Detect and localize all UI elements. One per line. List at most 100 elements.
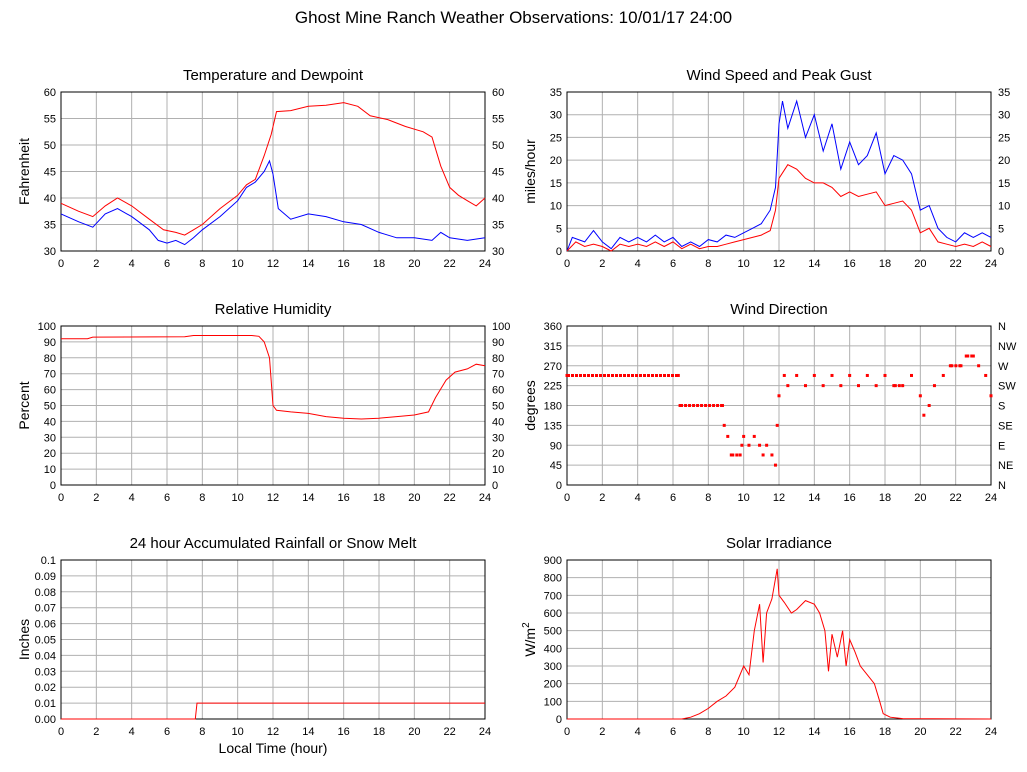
dir-point (726, 434, 730, 438)
wind-ytick-right-label: 30 (998, 110, 1010, 122)
dir-xtick-label: 24 (985, 492, 997, 504)
temp-ytick-label: 60 (44, 87, 56, 99)
rh-xtick-label: 16 (338, 492, 350, 504)
temp-xtick-label: 12 (267, 258, 279, 270)
dir-xtick-label: 4 (635, 492, 641, 504)
dir-point (883, 373, 887, 377)
rain-xtick-label: 8 (199, 726, 205, 738)
rain-xtick-label: 2 (93, 726, 99, 738)
dir-point (977, 364, 981, 368)
wind-ytick-label: 10 (550, 201, 562, 213)
dir-point (770, 453, 774, 457)
rh-ytick-right-label: 90 (492, 337, 504, 349)
rh-ytick-label: 20 (44, 448, 56, 460)
temp-series-blue-line (60, 159, 486, 246)
rh-ytick-right-label: 70 (492, 369, 504, 381)
rh-ytick-label: 50 (44, 401, 56, 413)
rh-ytick-right-label: 10 (492, 464, 504, 476)
rh-ytick-label: 0 (50, 480, 56, 492)
dir-ytick-right-label: N (998, 480, 1006, 492)
rh-ytick-label: 40 (44, 416, 56, 428)
dir-point (857, 384, 860, 388)
dir-point (932, 384, 936, 388)
dir-point (795, 373, 799, 377)
solar-xtick-label: 22 (950, 726, 962, 738)
rh-xtick-label: 10 (232, 492, 244, 504)
rh-ytick-right-label: 0 (492, 480, 498, 492)
rh-ylabel: Percent (16, 381, 32, 429)
rh-xtick-label: 20 (408, 492, 420, 504)
rh-title: Relative Humidity (215, 301, 332, 318)
wind-ytick-right-label: 15 (998, 178, 1010, 190)
dir-point (989, 394, 993, 398)
rh-xtick-label: 22 (444, 492, 456, 504)
solar-xtick-label: 0 (564, 726, 570, 738)
rh-ytick-label: 70 (44, 369, 56, 381)
rh-frame (60, 325, 486, 486)
dir-point (782, 373, 786, 377)
wind-xtick-label: 14 (808, 258, 820, 270)
dir-point (812, 373, 816, 377)
rain-ytick-label: 0.00 (35, 714, 56, 726)
dir-point (740, 443, 744, 447)
wind-ytick-right-label: 5 (998, 223, 1004, 235)
wind-ytick-right-label: 25 (998, 132, 1010, 144)
solar-ylabel-sup: 2 (521, 622, 532, 628)
solar-ytick-label: 900 (544, 555, 562, 567)
temp-ytick-label: 45 (44, 167, 56, 179)
wind-ytick-right-label: 10 (998, 201, 1010, 213)
dir-point (773, 463, 777, 467)
temp-xtick-label: 20 (408, 258, 420, 270)
temp-ytick-right-label: 50 (492, 140, 504, 152)
solar-ytick-label: 800 (544, 573, 562, 585)
dir-point (848, 373, 852, 377)
dir-point (874, 384, 878, 388)
rain-chart: 24 hour Accumulated Rainfall or Snow Mel… (16, 535, 491, 756)
wind-xtick-label: 8 (705, 258, 711, 270)
dir-ytick-label: 90 (550, 440, 562, 452)
dir-xtick-label: 20 (914, 492, 926, 504)
temp-xtick-label: 2 (93, 258, 99, 270)
wind-xtick-label: 20 (914, 258, 926, 270)
solar-ytick-label: 500 (544, 626, 562, 638)
temp-xtick-label: 24 (479, 258, 491, 270)
dir-ytick-right-label: NW (998, 341, 1017, 353)
dir-ytick-right-label: N (998, 321, 1006, 333)
temp-title: Temperature and Dewpoint (183, 67, 364, 84)
rh-ytick-right-label: 60 (492, 385, 504, 397)
rh-ytick-label: 100 (38, 321, 56, 333)
rain-xtick-label: 4 (129, 726, 135, 738)
solar-xtick-label: 2 (599, 726, 605, 738)
wind-ytick-label: 30 (550, 110, 562, 122)
temp-ytick-right-label: 60 (492, 87, 504, 99)
wind-title: Wind Speed and Peak Gust (686, 67, 872, 84)
solar-xtick-label: 12 (773, 726, 785, 738)
dir-point (722, 423, 726, 427)
solar-xtick-label: 6 (670, 726, 676, 738)
wind-xtick-label: 24 (985, 258, 997, 270)
rh-ytick-right-label: 20 (492, 448, 504, 460)
dir-point (777, 394, 781, 398)
solar-xtick-label: 10 (738, 726, 750, 738)
wind-xtick-label: 18 (879, 258, 891, 270)
wind-xtick-label: 4 (635, 258, 641, 270)
rain-ytick-label: 0.08 (35, 587, 56, 599)
solar-xtick-label: 24 (985, 726, 997, 738)
dir-ytick-label: 225 (544, 381, 562, 393)
wind-xtick-label: 0 (564, 258, 570, 270)
dir-xtick-label: 2 (599, 492, 605, 504)
wind-xtick-label: 6 (670, 258, 676, 270)
rain-ytick-label: 0.09 (35, 571, 56, 583)
rain-frame (60, 559, 486, 720)
rh-ytick-right-label: 40 (492, 416, 504, 428)
solar-ytick-label: 700 (544, 590, 562, 602)
rain-ytick-label: 0.05 (35, 635, 56, 647)
temp-xtick-label: 0 (58, 258, 64, 270)
wind-ytick-label: 25 (550, 132, 562, 144)
dir-ytick-label: 0 (556, 480, 562, 492)
rh-ytick-label: 90 (44, 337, 56, 349)
rain-xtick-label: 20 (408, 726, 420, 738)
